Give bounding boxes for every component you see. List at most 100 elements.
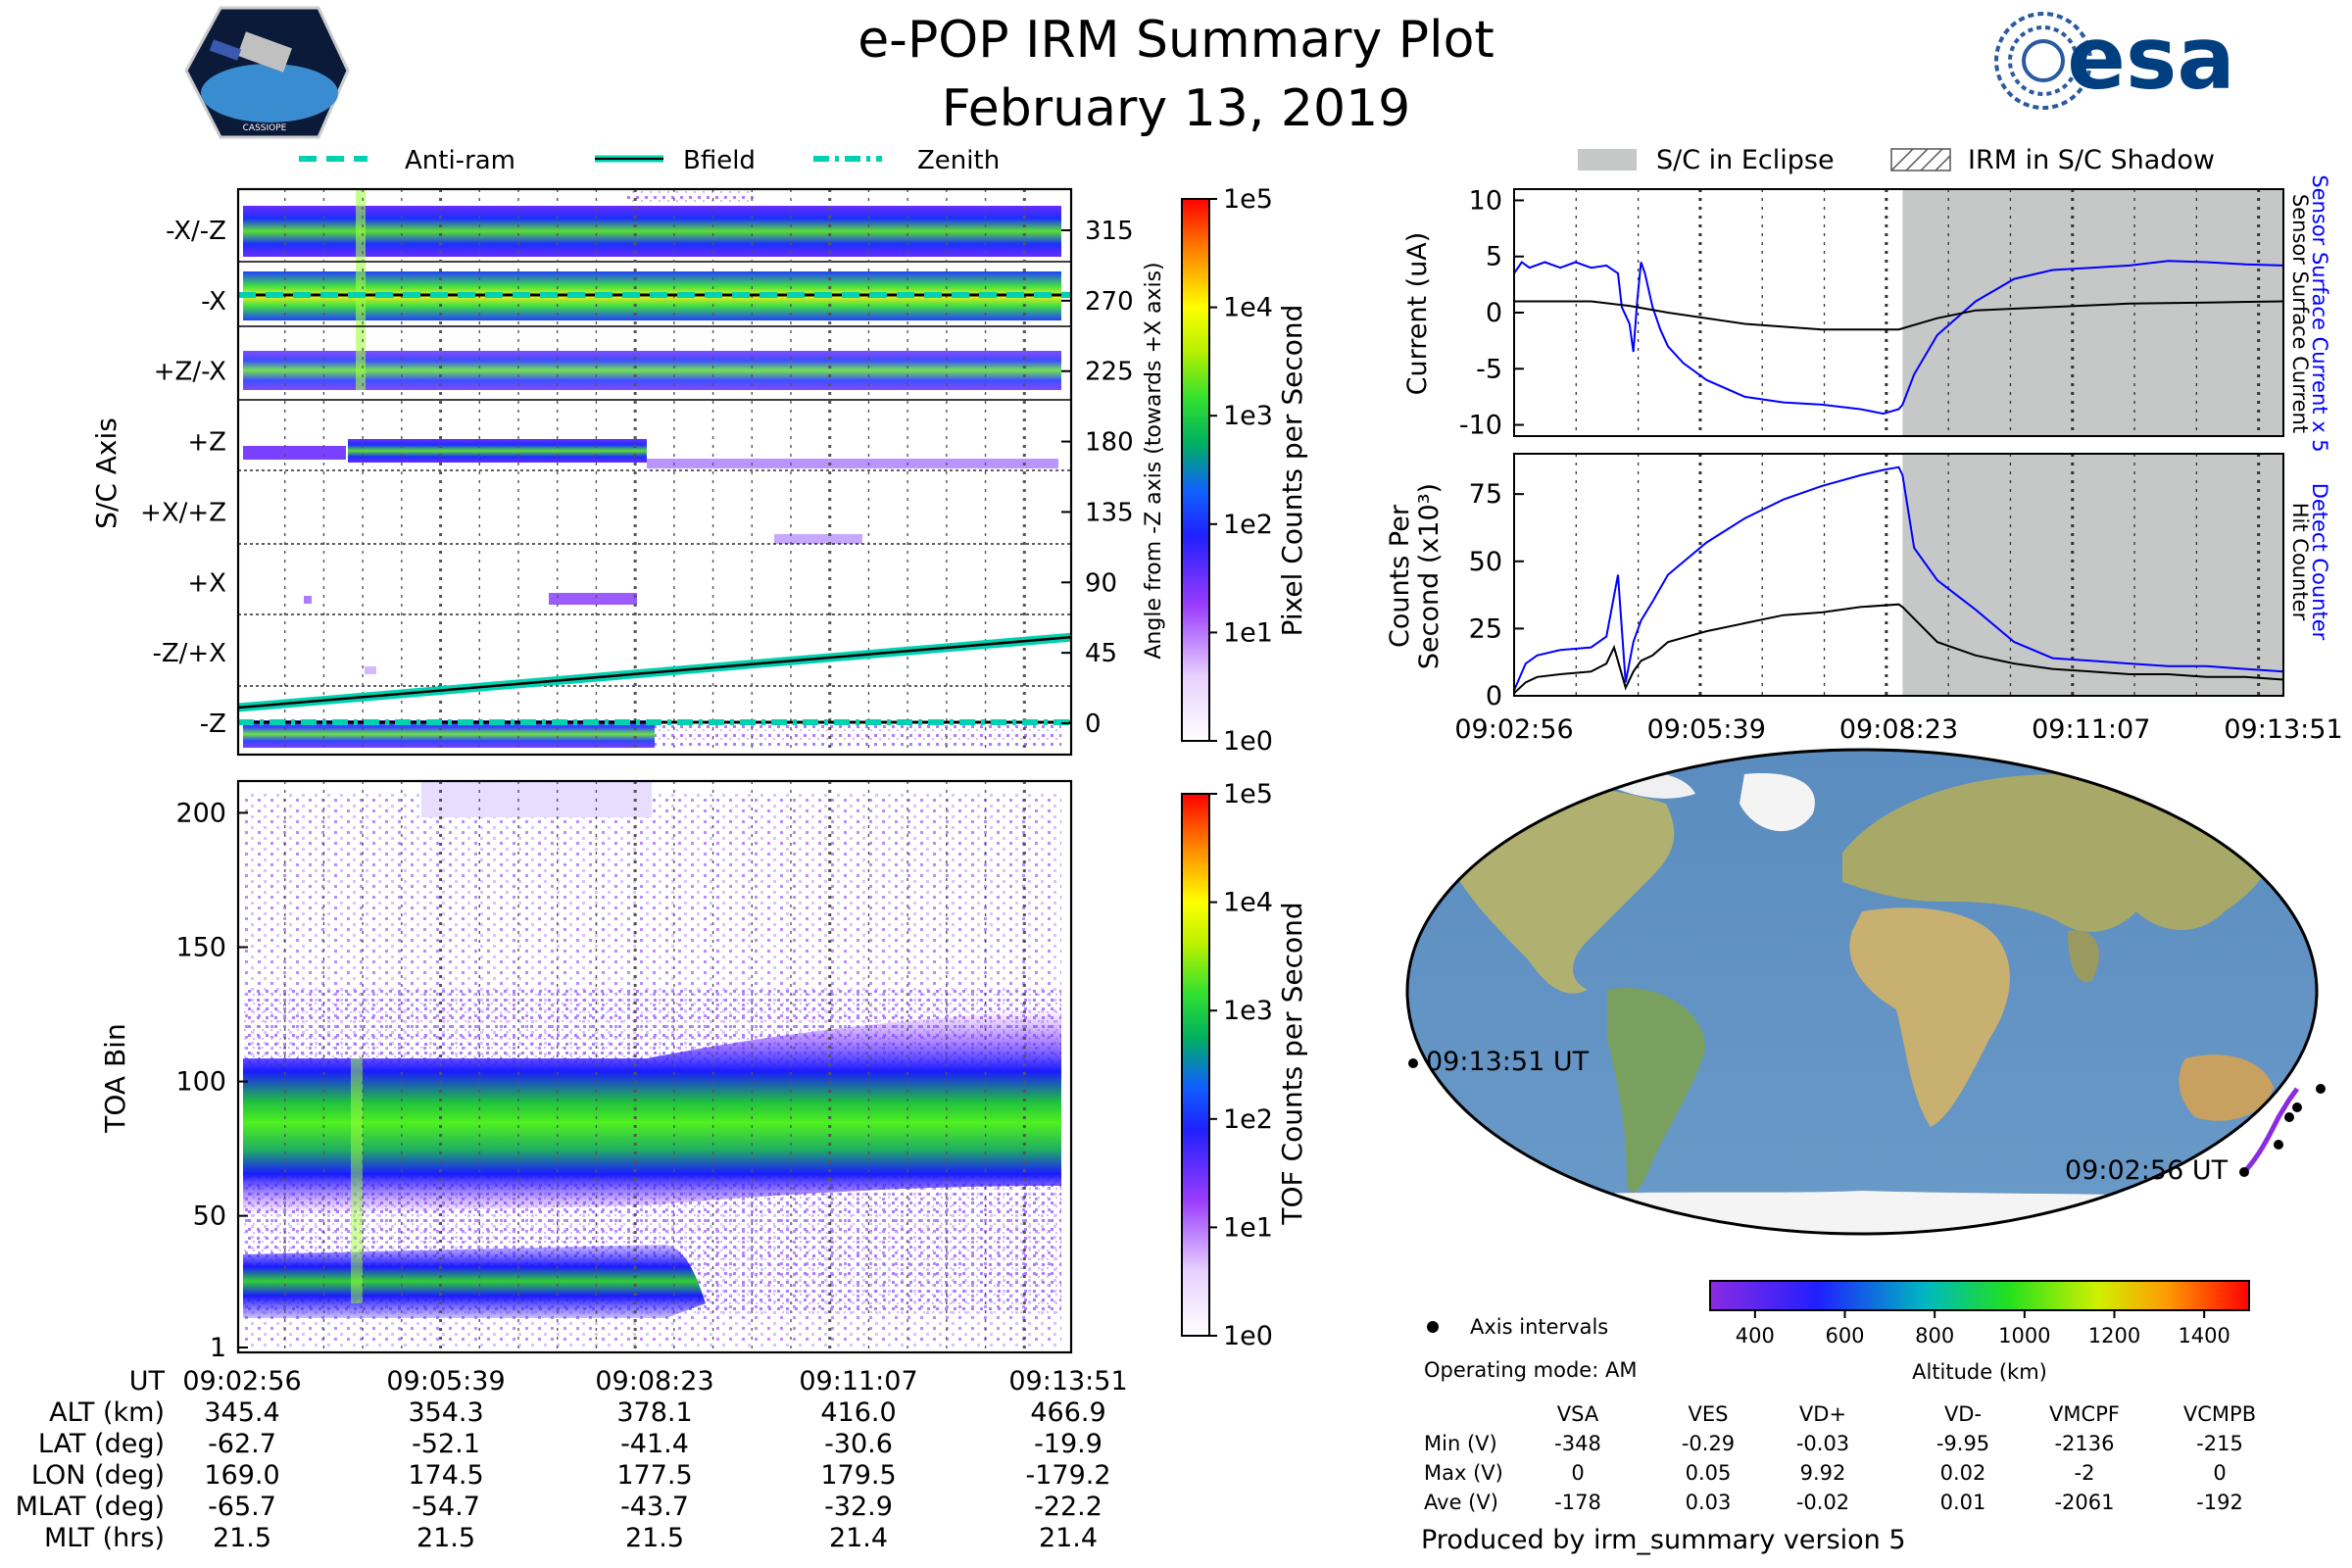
- counts-right-label-blue: Detect Counter: [2308, 483, 2331, 641]
- time-tick-label: 09:08:23: [1839, 714, 1958, 745]
- legend-bfield: Bfield: [683, 146, 756, 175]
- voltage-cell: -2: [2075, 1461, 2095, 1485]
- toa-tick-label: 150: [175, 932, 226, 962]
- ephemeris-cell: -19.9: [1034, 1429, 1102, 1459]
- colorbar-tick-label: 1e0: [1223, 726, 1273, 757]
- voltage-cell: 0: [1571, 1461, 1584, 1485]
- ephemeris-cell: 345.4: [204, 1397, 279, 1428]
- current-panel: 10 5 0 -5 -10 Current (uA) Sensor Surface Cu…: [1402, 174, 2331, 452]
- cassiope-logo: CASSIOPE: [184, 6, 350, 139]
- sc-axis-ylabel: S/C Axis: [90, 417, 122, 529]
- voltage-cell: -0.29: [1682, 1432, 1735, 1455]
- colorbar-tick-label: 1e1: [1223, 1212, 1273, 1243]
- ephemeris-row-label: UT: [129, 1366, 166, 1396]
- voltage-row-label: Ave (V): [1424, 1491, 1498, 1514]
- legend-irm-shadow: IRM in S/C Shadow: [1968, 145, 2215, 175]
- ephemeris-cell: 09:02:56: [182, 1366, 301, 1396]
- sc-angle-label: 135: [1085, 498, 1134, 527]
- ephemeris-cell: 179.5: [820, 1460, 896, 1491]
- voltage-column-header: VCMPB: [2183, 1402, 2256, 1426]
- sc-angle-label: 180: [1085, 428, 1134, 458]
- detect-counter-series: [1513, 466, 2284, 691]
- altitude-tick-label: 1400: [2178, 1324, 2230, 1348]
- operating-mode: Operating mode: AM: [1424, 1358, 1637, 1382]
- esa-logo: esa: [1994, 8, 2235, 110]
- ephemeris-cell: -32.9: [824, 1492, 893, 1522]
- header: e-POP IRM Summary Plot February 13, 2019…: [184, 6, 2235, 139]
- current-ylabel: Current (uA): [1402, 232, 1433, 396]
- plot-y-tick-label: -5: [1476, 354, 1502, 384]
- voltage-cell: 0.03: [1686, 1491, 1732, 1514]
- page-title: e-POP IRM Summary Plot: [858, 11, 1494, 70]
- ephemeris-cell: -54.7: [412, 1492, 480, 1522]
- ephemeris-row-label: LAT (deg): [38, 1429, 165, 1459]
- ephemeris-cell: 169.0: [204, 1460, 279, 1491]
- eclipse-legend: S/C in Eclipse IRM in S/C Shadow: [1578, 145, 2215, 175]
- voltage-column-header: VES: [1689, 1402, 1729, 1426]
- ephemeris-cell: -62.7: [208, 1429, 276, 1459]
- esa-logo-text: esa: [2067, 8, 2234, 109]
- sc-category-label: +Z/-X: [154, 358, 226, 387]
- plot-y-tick-label: 0: [1486, 681, 1502, 711]
- track-start-label: 09:02:56 UT: [2065, 1155, 2229, 1186]
- voltage-cell: 9.92: [1800, 1461, 1846, 1485]
- plot-y-tick-label: 25: [1469, 613, 1502, 644]
- ephemeris-cell: -30.6: [824, 1429, 893, 1459]
- colorbar-tick-label: 1e2: [1223, 510, 1273, 540]
- row-band-xz: [243, 206, 1061, 257]
- track-end-label: 09:13:51 UT: [1426, 1047, 1590, 1077]
- sc-axis-legend: Anti-ram Bfield Zenith: [299, 146, 1000, 175]
- altitude-colorbar-label: Altitude (km): [1912, 1360, 2047, 1384]
- sc-category-label: -Z/+X: [152, 639, 226, 668]
- voltage-table: VSA VES VD+ VD- VMCPF VCMPB Min (V) -348 -0.29 -0…: [1424, 1402, 2256, 1514]
- sc-category-label: +Z: [187, 428, 226, 458]
- ephemeris-row-label: LON (deg): [31, 1460, 165, 1491]
- colorbar-tick-label: 1e4: [1223, 293, 1273, 323]
- voltage-cell: -2136: [2054, 1432, 2114, 1455]
- toa-tick-label: 1: [210, 1333, 226, 1363]
- ephemeris-cell: -179.2: [1025, 1460, 1110, 1491]
- sc-category-label: +X/+Z: [140, 498, 226, 527]
- legend-eclipse: S/C in Eclipse: [1656, 145, 1835, 175]
- colorbar-tick-label: 1e4: [1223, 888, 1273, 918]
- counts-panel: 0 25 50 75 09:02:56 09:05:39 09:08:23 09:11:07…: [1385, 453, 2343, 745]
- axis-interval-markers: [1408, 1058, 2326, 1177]
- axis-intervals-label: Axis intervals: [1470, 1315, 1608, 1339]
- voltage-cell: 0: [2213, 1461, 2226, 1485]
- ephemeris-row-label: ALT (km): [49, 1397, 165, 1428]
- current-eclipse-region: [1902, 189, 2283, 436]
- ephemeris-cell: -65.7: [208, 1492, 276, 1522]
- current-right-label-blue: Sensor Surface Current x 5: [2308, 174, 2331, 452]
- counts-right-label-black: Hit Counter: [2288, 503, 2312, 621]
- ephemeris-cell: -43.7: [620, 1492, 689, 1522]
- ephemeris-cell: 354.3: [408, 1397, 483, 1428]
- toa-low-band: [243, 1245, 706, 1318]
- sc-category-label: -X/-Z: [166, 217, 226, 246]
- colorbar-tick-label: 1e5: [1223, 184, 1273, 215]
- counts-ylabel-2: Second (x10³): [1414, 483, 1445, 669]
- ephemeris-cell: 09:08:23: [595, 1366, 713, 1396]
- map-legend: Axis intervals Operating mode: AM: [1424, 1315, 1637, 1382]
- plot-y-tick-label: -10: [1459, 411, 1502, 441]
- ephemeris-cell: 09:05:39: [386, 1366, 505, 1396]
- altitude-tick-label: 600: [1825, 1324, 1864, 1348]
- toa-tick-label: 200: [175, 798, 226, 828]
- legend-zenith: Zenith: [917, 146, 1000, 175]
- voltage-cell: -215: [2196, 1432, 2243, 1455]
- toa-panel: 200 150 100 50 1 TOA Bin: [99, 779, 1073, 1363]
- sc-angle-label: 90: [1085, 568, 1117, 598]
- sc-category-label: +X: [187, 568, 226, 598]
- ephemeris-table: UT 09:02:56 09:05:39 09:08:23 09:11:07 09:13:…: [16, 1366, 1128, 1553]
- altitude-colorbar: 400 600 800 1000 1200 1400 Altitude (km): [1709, 1280, 2250, 1384]
- colorbar-tick-label: 1e2: [1223, 1104, 1273, 1135]
- toa-tick-label: 50: [193, 1201, 226, 1232]
- altitude-tick-label: 400: [1736, 1324, 1775, 1348]
- voltage-cell: 0.05: [1686, 1461, 1732, 1485]
- voltage-cell: 0.01: [1940, 1491, 1986, 1514]
- plot-y-tick-label: 5: [1486, 242, 1502, 272]
- plot-y-tick-label: 75: [1469, 479, 1502, 510]
- ephemeris-cell: 21.5: [625, 1523, 684, 1553]
- ephemeris-cell: -41.4: [620, 1429, 689, 1459]
- colorbar-tick-label: 1e3: [1223, 401, 1273, 431]
- sc-angle-label: 0: [1085, 710, 1102, 739]
